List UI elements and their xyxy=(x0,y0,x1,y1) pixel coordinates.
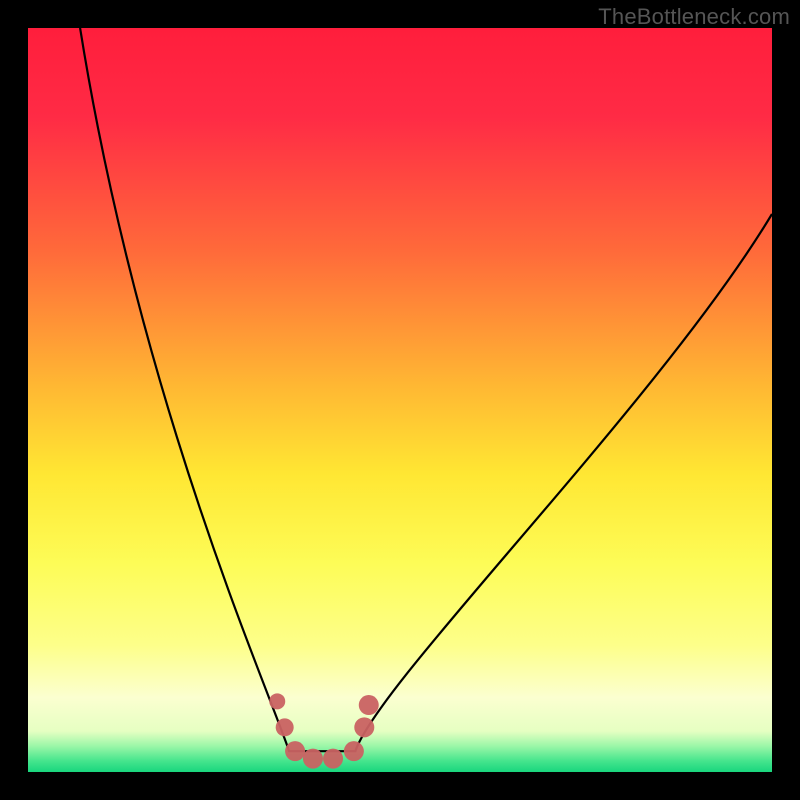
marker-dot xyxy=(323,749,343,769)
marker-dot xyxy=(285,741,305,761)
gradient-background xyxy=(28,28,772,772)
plot-area xyxy=(28,28,772,772)
marker-dot xyxy=(359,695,379,715)
curve-chart-svg xyxy=(28,28,772,772)
marker-dot xyxy=(354,717,374,737)
marker-dot xyxy=(303,749,323,769)
marker-dot xyxy=(269,693,285,709)
marker-dot xyxy=(276,718,294,736)
chart-root: TheBottleneck.com xyxy=(0,0,800,800)
watermark-text: TheBottleneck.com xyxy=(598,4,790,30)
marker-dot xyxy=(344,741,364,761)
